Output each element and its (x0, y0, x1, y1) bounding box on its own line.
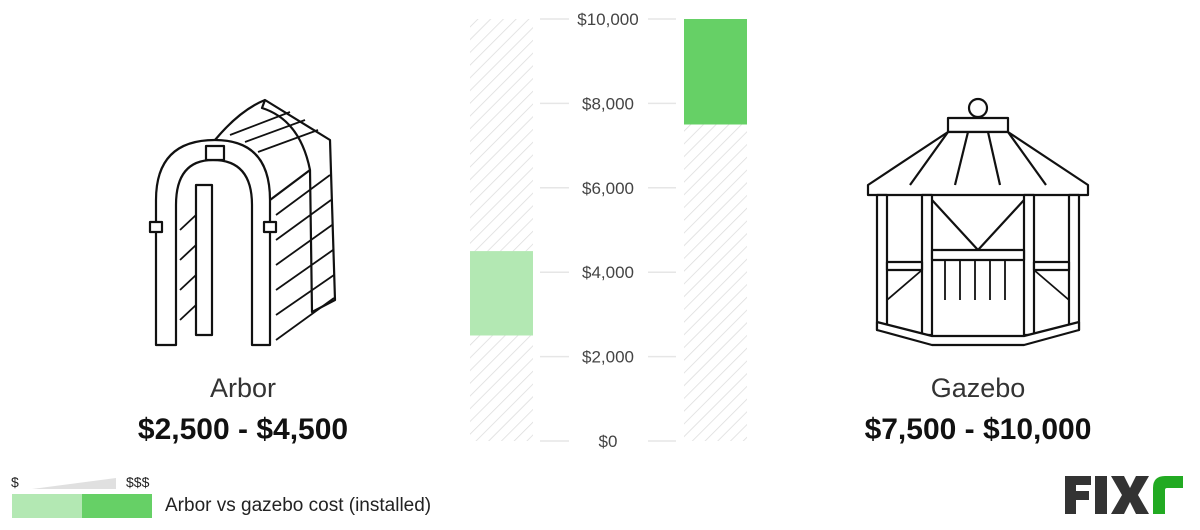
y-tick-label: $4,000 (582, 263, 634, 282)
legend-high-label: $$$ (126, 474, 150, 490)
y-tick-label: $2,000 (582, 348, 634, 367)
y-tick-label: $8,000 (582, 94, 634, 113)
arbor-illustration (148, 98, 337, 347)
y-tick-label: $0 (599, 432, 618, 451)
gazebo-illustration (866, 97, 1090, 347)
bar-background-arbor (470, 19, 533, 441)
legend-swatch-high (82, 494, 152, 518)
legend-low-label: $ (11, 474, 19, 490)
legend-text: Arbor vs gazebo cost (installed) (165, 495, 432, 516)
legend-swatch-low (12, 494, 82, 518)
y-tick-label: $10,000 (577, 10, 638, 29)
bar-range-gazebo (684, 19, 747, 125)
fixr-logo (1065, 476, 1183, 514)
arbor-price: $2,500 - $4,500 (137, 413, 349, 446)
y-tick-label: $6,000 (582, 179, 634, 198)
legend-cost-wedge (32, 478, 116, 489)
bar-range-arbor (470, 251, 533, 336)
gazebo-label: Gazebo (930, 373, 1026, 403)
arbor-label: Arbor (209, 373, 277, 403)
gazebo-price: $7,500 - $10,000 (864, 413, 1092, 446)
